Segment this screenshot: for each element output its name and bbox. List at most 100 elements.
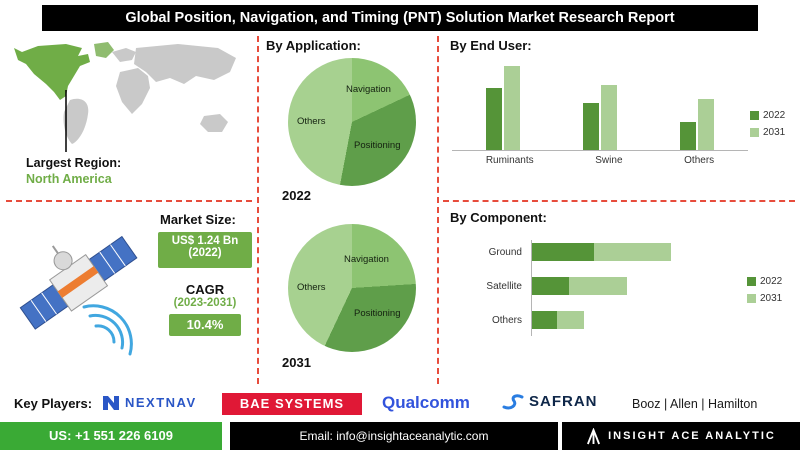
legend-label: 2022 bbox=[760, 276, 783, 287]
market-size-value: US$ 1.24 Bn bbox=[171, 235, 239, 247]
legend-entry: 2031 bbox=[750, 127, 785, 138]
category-label: Satellite bbox=[486, 280, 522, 292]
bar-2031 bbox=[504, 65, 521, 150]
bar-segment-2022 bbox=[531, 311, 557, 329]
legend-label: 2022 bbox=[763, 110, 786, 121]
map-north-america-highlight bbox=[14, 44, 90, 100]
bar-segment-2022 bbox=[531, 277, 569, 295]
pie-slice-label: Others bbox=[297, 116, 326, 127]
category-label: Ground bbox=[488, 246, 522, 258]
category-label: Others bbox=[684, 155, 715, 166]
pie-slice-label: Others bbox=[297, 282, 326, 293]
bar-2031 bbox=[697, 99, 714, 150]
market-size-label: Market Size: bbox=[160, 212, 236, 227]
market-size-badge: US$ 1.24 Bn (2022) bbox=[158, 232, 252, 268]
component-legend: 2022 2031 bbox=[747, 276, 782, 304]
pie-slice-label: Navigation bbox=[346, 84, 391, 95]
bar-group-others bbox=[679, 99, 714, 150]
legend-swatch-2022 bbox=[747, 277, 756, 286]
satellite-illustration bbox=[19, 235, 138, 356]
divider-vertical-2 bbox=[437, 36, 439, 384]
legend-swatch-2022 bbox=[750, 111, 759, 120]
bar bbox=[531, 311, 584, 329]
bar-2022 bbox=[582, 102, 599, 150]
end-user-legend: 2022 2031 bbox=[750, 110, 785, 138]
legend-swatch-2031 bbox=[747, 294, 756, 303]
category-label: Ruminants bbox=[485, 155, 534, 166]
map-africa bbox=[116, 68, 150, 114]
logo-booz-allen-hamilton: Booz | Allen | Hamilton bbox=[632, 397, 758, 411]
bar-segment-2031 bbox=[569, 277, 627, 295]
divider-horizontal-right bbox=[443, 200, 795, 202]
bar-2022 bbox=[679, 121, 696, 150]
legend-label: 2031 bbox=[763, 127, 786, 138]
end-user-category-labels: Ruminants Swine Others bbox=[455, 155, 745, 166]
pie-chart-2031: Navigation Positioning Others bbox=[288, 224, 416, 352]
cagr-value-badge: 10.4% bbox=[169, 314, 241, 336]
bar-group-ruminants bbox=[486, 65, 521, 150]
logo-nextnav: NEXTNAV bbox=[102, 393, 197, 411]
component-axis bbox=[531, 240, 532, 336]
map-europe bbox=[112, 48, 136, 62]
bar-group-swine bbox=[582, 84, 617, 150]
section-title-end-user: By End User: bbox=[450, 38, 532, 53]
bar bbox=[531, 243, 671, 261]
component-bar-chart: Ground Satellite Others bbox=[450, 242, 750, 344]
map-greenland bbox=[94, 42, 114, 58]
pie-slice-label: Navigation bbox=[344, 254, 389, 265]
nextnav-wordmark: NEXTNAV bbox=[125, 394, 197, 410]
legend-swatch-2031 bbox=[750, 128, 759, 137]
bar-2022 bbox=[486, 88, 503, 150]
bar-segment-2031 bbox=[594, 243, 671, 261]
section-title-component: By Component: bbox=[450, 210, 547, 225]
hbar-row-others: Others bbox=[450, 310, 750, 330]
brand-banner: INSIGHT ACE ANALYTIC bbox=[562, 422, 800, 450]
cagr-period: (2023-2031) bbox=[173, 297, 237, 309]
largest-region-label: Largest Region: bbox=[26, 156, 122, 170]
section-title-application: By Application: bbox=[266, 38, 361, 53]
legend-entry: 2031 bbox=[747, 293, 782, 304]
safran-icon bbox=[502, 394, 524, 410]
legend-entry: 2022 bbox=[750, 110, 785, 121]
end-user-axis bbox=[452, 150, 748, 151]
category-label: Others bbox=[491, 314, 522, 326]
email-banner: Email: info@insightaceanalytic.com bbox=[230, 422, 558, 450]
logo-qualcomm: Qualcomm bbox=[382, 393, 470, 412]
legend-label: 2031 bbox=[760, 293, 783, 304]
nextnav-icon bbox=[103, 396, 119, 410]
brand-name: INSIGHT ACE ANALYTIC bbox=[608, 430, 776, 442]
divider-vertical-1 bbox=[257, 36, 259, 384]
signal-waves-icon bbox=[82, 304, 133, 356]
pie-slice-label: Positioning bbox=[354, 140, 401, 151]
category-label: Swine bbox=[595, 155, 623, 166]
largest-region-value: North America bbox=[26, 172, 112, 186]
logo-bae-systems: BAE SYSTEMS bbox=[222, 393, 362, 415]
report-title: Global Position, Navigation, and Timing … bbox=[42, 5, 758, 31]
end-user-bar-chart bbox=[455, 60, 745, 150]
legend-entry: 2022 bbox=[747, 276, 782, 287]
pie-year-label-2031: 2031 bbox=[282, 355, 311, 370]
bar-segment-2022 bbox=[531, 243, 594, 261]
bar-2031 bbox=[600, 84, 617, 150]
pie-year-label-2022: 2022 bbox=[282, 188, 311, 203]
bar-segment-2031 bbox=[557, 311, 584, 329]
hbar-row-satellite: Satellite bbox=[450, 276, 750, 296]
insight-ace-logo-icon bbox=[587, 427, 601, 444]
pie-chart-2022: Navigation Positioning Others bbox=[288, 58, 416, 186]
key-players-label: Key Players: bbox=[14, 396, 93, 411]
market-size-year: (2022) bbox=[188, 247, 222, 259]
map-asia bbox=[134, 44, 236, 84]
map-south-america bbox=[63, 98, 89, 144]
safran-wordmark: SAFRAN bbox=[529, 393, 598, 410]
phone-banner: US: +1 551 226 6109 bbox=[0, 422, 222, 450]
map-australia bbox=[200, 114, 228, 132]
bar bbox=[531, 277, 627, 295]
cagr-block: CAGR (2023-2031) 10.4% bbox=[156, 282, 254, 336]
cagr-label: CAGR bbox=[185, 282, 225, 297]
logo-safran: SAFRAN bbox=[502, 393, 598, 410]
pie-slice-label: Positioning bbox=[354, 308, 401, 319]
hbar-row-ground: Ground bbox=[450, 242, 750, 262]
divider-horizontal-left bbox=[6, 200, 252, 202]
world-map bbox=[14, 42, 236, 152]
